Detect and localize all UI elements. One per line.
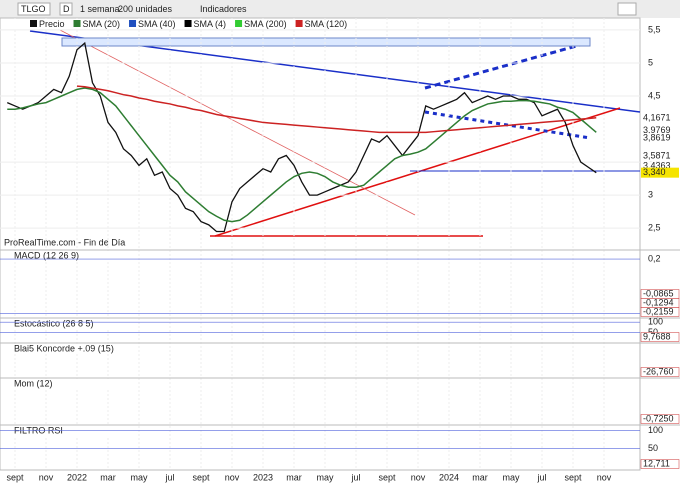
- symbol[interactable]: TLGO: [21, 4, 46, 14]
- legend-swatch: [73, 20, 81, 27]
- legend-swatch: [295, 20, 303, 27]
- x-tick-label: sept: [192, 472, 210, 482]
- price-label: 3,9769: [643, 125, 671, 135]
- x-tick-label: nov: [39, 472, 54, 482]
- value-label-bg: [640, 459, 680, 469]
- y-tick-label: 100: [648, 425, 663, 435]
- x-tick-label: mar: [472, 472, 488, 482]
- footer: ProRealTime.com - Fin de Día: [4, 237, 125, 247]
- plot-frame: [0, 17, 641, 471]
- y-tick-label: 0,2: [648, 253, 661, 263]
- price-label-bg: [641, 161, 679, 172]
- series-line: [7, 87, 597, 223]
- value-label: 9,7688: [643, 331, 671, 341]
- menu-button[interactable]: [617, 2, 637, 16]
- y-tick-label: 50: [648, 443, 658, 453]
- panel-title: Estocástico (26 8 5): [14, 318, 94, 328]
- value-label: -0,2159: [643, 306, 674, 316]
- trendline: [59, 29, 416, 216]
- legend-swatch: [129, 20, 137, 27]
- x-tick-label: may: [502, 472, 520, 482]
- zone: [61, 37, 591, 47]
- price-label: 4,1671: [643, 112, 671, 122]
- price-label-bg: [641, 167, 679, 178]
- legend-swatch: [235, 20, 243, 27]
- price-label: 3,8619: [643, 133, 671, 143]
- price-label: 3,4363: [643, 161, 671, 171]
- value-label: -0,1294: [643, 297, 674, 307]
- y-tick-label: 50: [648, 327, 658, 337]
- price-label: 3,5871: [643, 151, 671, 161]
- legend-label: SMA (40): [138, 19, 176, 29]
- x-tick-label: mar: [100, 472, 116, 482]
- x-tick-label: jul: [536, 472, 546, 482]
- value-label: -26,760: [643, 366, 674, 376]
- value-label: -0,7250: [643, 413, 674, 423]
- dotted-channel: [424, 43, 581, 90]
- x-tick-label: sept: [6, 472, 24, 482]
- price-label-bg: [641, 125, 679, 136]
- panel-title: MACD (12 26 9): [14, 250, 79, 260]
- x-tick-label: sept: [564, 472, 582, 482]
- toolbar: [0, 0, 680, 18]
- value-label-bg: [640, 307, 680, 317]
- x-tick-label: nov: [411, 472, 426, 482]
- legend-bg: [2, 19, 302, 29]
- d-box[interactable]: [59, 2, 73, 16]
- x-tick-label: 2022: [67, 472, 87, 482]
- y-tick-label: 5: [648, 57, 653, 67]
- x-tick-label: sept: [378, 472, 396, 482]
- y-tick-label: 4,5: [648, 90, 661, 100]
- x-tick-label: 2024: [439, 472, 459, 482]
- value-label-bg: [640, 332, 680, 342]
- x-tick-label: jul: [350, 472, 360, 482]
- value-label: -0,0865: [643, 288, 674, 298]
- panel-title-bg: [2, 426, 122, 436]
- legend-label: SMA (200): [244, 19, 287, 29]
- price-label-bg: [641, 133, 679, 144]
- x-tick-label: 2023: [253, 472, 273, 482]
- value-label: 12,711: [643, 458, 670, 468]
- x-tick-label: may: [130, 472, 148, 482]
- x-tick-label: mar: [286, 472, 302, 482]
- legend-swatch: [184, 20, 192, 27]
- x-tick-label: jul: [164, 472, 174, 482]
- series-line: [6, 41, 597, 233]
- legend-label: Precio: [39, 19, 65, 29]
- panel-title-bg: [2, 319, 122, 329]
- panel-title: Mom (12): [14, 378, 53, 388]
- panel-title-bg: [2, 251, 122, 261]
- panel-title-bg: [2, 379, 122, 389]
- y-tick-label: 5,5: [648, 24, 661, 34]
- units[interactable]: 200 unidades: [118, 4, 173, 14]
- series-line: [76, 85, 597, 134]
- panel-title: Blai5 Koncorde +.09 (15): [14, 343, 114, 353]
- period[interactable]: 1 semana: [80, 4, 120, 14]
- price-label: 3,340: [643, 167, 666, 177]
- value-label-bg: [640, 367, 680, 377]
- symbol-box[interactable]: [17, 2, 51, 16]
- x-tick-label: nov: [225, 472, 240, 482]
- y-tick-label: 2,5: [648, 223, 661, 233]
- y-tick-label: 3: [648, 190, 653, 200]
- legend-label: SMA (120): [305, 19, 348, 29]
- panel-title-bg: [2, 344, 122, 354]
- legend-label: SMA (4): [194, 19, 227, 29]
- y-tick-label: 100: [648, 317, 663, 327]
- legend-swatch: [30, 20, 37, 27]
- indicators-button[interactable]: Indicadores: [200, 4, 247, 14]
- d-button[interactable]: D: [63, 4, 70, 14]
- value-label-bg: [640, 414, 680, 424]
- x-tick-label: nov: [597, 472, 612, 482]
- price-label-bg: [641, 113, 679, 124]
- legend-label: SMA (20): [83, 19, 121, 29]
- price-label-bg: [641, 151, 679, 162]
- x-tick-label: may: [316, 472, 334, 482]
